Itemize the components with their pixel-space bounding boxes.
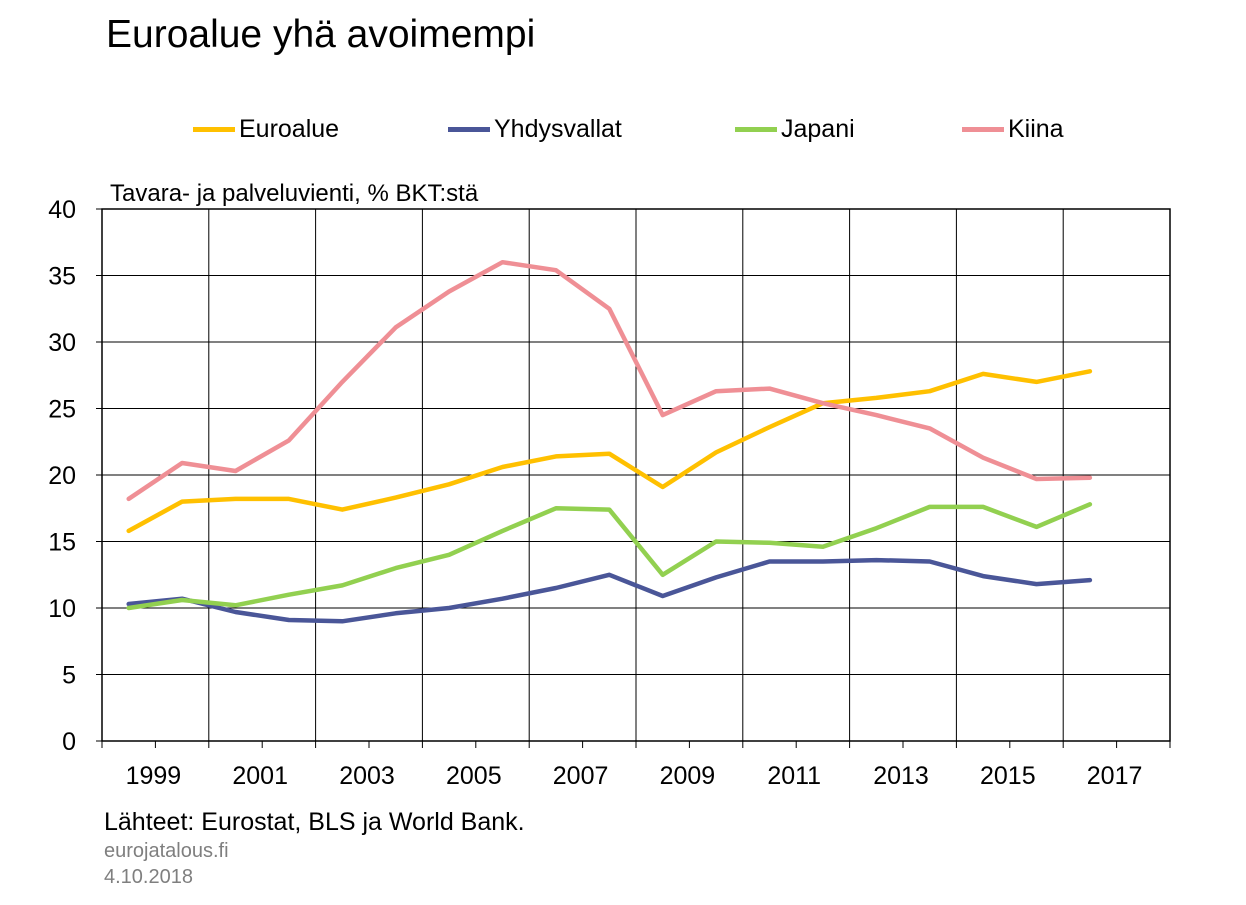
- legend-item-yhdysvallat: Yhdysvallat: [448, 111, 622, 147]
- series-line-japani: [126, 502, 1093, 611]
- y-tick-label-15: 15: [48, 529, 76, 557]
- y-axis-label: Tavara- ja palveluvienti, % BKT:stä: [110, 180, 479, 207]
- legend-item-japani: Japani: [735, 111, 855, 147]
- y-tick-label-5: 5: [62, 662, 76, 690]
- series-line-euroalue: [126, 369, 1093, 534]
- site-name: eurojatalous.fi: [104, 840, 229, 862]
- y-tick-label-40: 40: [48, 196, 76, 224]
- legend-swatch-kiina: [962, 126, 1004, 132]
- x-tick-label-1999: 1999: [126, 762, 182, 790]
- x-tick-label-2009: 2009: [660, 762, 716, 790]
- y-tick-label-20: 20: [48, 462, 76, 490]
- series-lines: [126, 259, 1093, 624]
- x-tick-label-2005: 2005: [446, 762, 502, 790]
- publish-date: 4.10.2018: [104, 866, 193, 888]
- plot-border: [101, 208, 1171, 742]
- source-note: Lähteet: Eurostat, BLS ja World Bank.: [104, 808, 525, 836]
- y-tick-label-25: 25: [48, 396, 76, 424]
- series-line-kiina: [126, 259, 1093, 502]
- series-line-yhdysvallat: [126, 557, 1093, 624]
- legend-label-kiina: Kiina: [1008, 114, 1064, 143]
- x-tick-label-2015: 2015: [980, 762, 1036, 790]
- x-tick-label-2013: 2013: [873, 762, 929, 790]
- chart-title: Euroalue yhä avoimempi: [106, 13, 536, 56]
- legend-item-kiina: Kiina: [962, 111, 1064, 147]
- y-tick-labels: 0 5 10 15 20 25 30 35 40: [48, 196, 76, 756]
- legend-swatch-japani: [735, 126, 777, 132]
- plot-frame: [96, 208, 1171, 748]
- x-tick-labels: 1999 2001 2003 2005 2007 2009 2011 2013 2015 2017: [126, 762, 1143, 790]
- legend-item-euroalue: Euroalue: [193, 111, 339, 147]
- legend-label-yhdysvallat: Yhdysvallat: [494, 114, 622, 143]
- y-tick-label-30: 30: [48, 329, 76, 357]
- y-tick-label-10: 10: [48, 595, 76, 623]
- x-tick-label-2001: 2001: [232, 762, 288, 790]
- legend-label-japani: Japani: [781, 114, 855, 143]
- x-tick-label-2011: 2011: [767, 762, 821, 790]
- x-tick-label-2007: 2007: [553, 762, 609, 790]
- legend-swatch-euroalue: [193, 126, 235, 132]
- x-tick-label-2017: 2017: [1087, 762, 1143, 790]
- y-tick-label-0: 0: [62, 728, 76, 756]
- x-tick-label-2003: 2003: [339, 762, 395, 790]
- legend-swatch-yhdysvallat: [448, 126, 490, 132]
- legend-label-euroalue: Euroalue: [239, 114, 340, 143]
- y-tick-label-35: 35: [48, 263, 76, 291]
- legend: Euroalue Yhdysvallat Japani Kiina: [0, 111, 1246, 147]
- grid: [102, 209, 1170, 741]
